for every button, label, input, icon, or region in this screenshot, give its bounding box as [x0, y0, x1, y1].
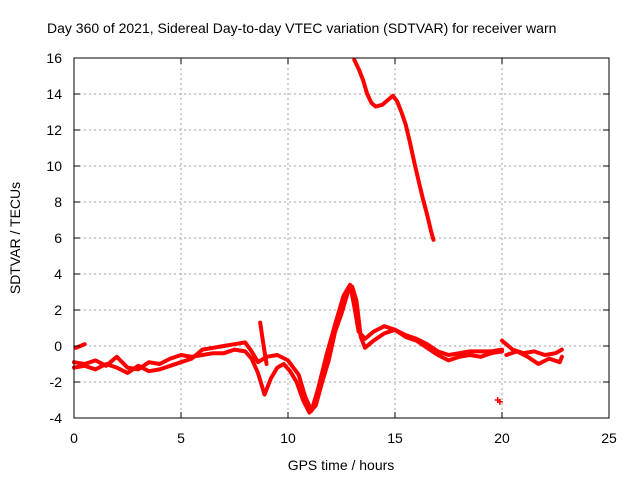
- y-tick-label: 12: [46, 122, 62, 138]
- series-sat-track-g: [504, 349, 564, 366]
- y-axis-label: SDTVAR / TECUs: [7, 182, 23, 294]
- y-tick-label: 10: [46, 158, 62, 174]
- y-tick-label: 8: [54, 194, 62, 210]
- series-sat-track-c: [74, 342, 87, 350]
- data-layer: [72, 57, 564, 415]
- y-tick-label: 6: [54, 230, 62, 246]
- isolated-data-point: [496, 398, 503, 405]
- y-tick-label: 0: [54, 338, 62, 354]
- x-tick-label: 0: [70, 430, 78, 446]
- y-tick-label: -4: [50, 410, 63, 426]
- grid: [74, 58, 609, 418]
- x-tick-label: 10: [280, 430, 296, 446]
- ticks: 0 5 10 15 20 25 -4 -2 0 2 4 6 8 10 12 14 16: [46, 50, 617, 446]
- x-axis-label: GPS time / hours: [288, 457, 395, 473]
- series-sat-track-f: [500, 338, 564, 357]
- y-tick-label: 2: [54, 302, 62, 318]
- y-tick-label: 16: [46, 50, 62, 66]
- x-tick-label: 15: [387, 430, 403, 446]
- chart-title: Day 360 of 2021, Sidereal Day-to-day VTE…: [47, 20, 556, 36]
- y-tick-label: -2: [50, 374, 63, 390]
- y-tick-label: 4: [54, 266, 62, 282]
- y-tick-label: 14: [46, 86, 62, 102]
- series-sat-track-d: [258, 320, 269, 366]
- x-tick-label: 5: [177, 430, 185, 446]
- x-tick-label: 20: [494, 430, 510, 446]
- x-tick-label: 25: [601, 430, 617, 446]
- series-sat-track-e: [352, 57, 436, 242]
- series-sat-track-b: [72, 282, 504, 413]
